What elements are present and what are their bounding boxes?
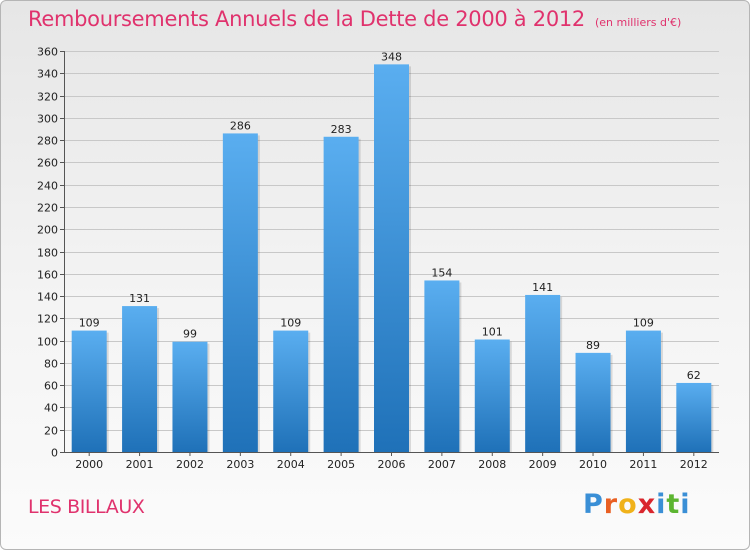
x-tick-label-2011: 2011 [629, 458, 657, 471]
bar-2000 [71, 330, 107, 452]
y-tick-label: 220 [37, 202, 58, 215]
logo-letter: i [680, 489, 691, 520]
value-label-2010: 89 [586, 339, 600, 352]
value-label-2000: 109 [79, 317, 100, 330]
logo-letter: i [656, 489, 667, 520]
value-label-2008: 101 [482, 325, 503, 338]
x-tick-label-2008: 2008 [478, 458, 506, 471]
x-tick-label-2005: 2005 [327, 458, 355, 471]
value-label-2012: 62 [687, 369, 701, 382]
chart-subtitle: (en milliers d'€) [595, 16, 682, 29]
value-label-2007: 154 [431, 266, 452, 279]
y-tick-label: 340 [37, 68, 58, 81]
x-tick-label-2012: 2012 [680, 458, 708, 471]
value-label-2001: 131 [129, 292, 150, 305]
y-tick-label: 200 [37, 224, 58, 237]
bar-2006 [374, 64, 409, 452]
bar-2008 [474, 339, 510, 452]
bar-2007 [424, 280, 460, 452]
y-tick-label: 240 [37, 180, 58, 193]
x-tick-label-2006: 2006 [378, 458, 406, 471]
y-tick-label: 360 [37, 46, 58, 59]
y-tick-label: 20 [44, 425, 58, 438]
y-tick-label: 80 [44, 358, 58, 371]
x-tick-label-2009: 2009 [529, 458, 557, 471]
bar-2010 [575, 352, 611, 452]
logo-letter: t [666, 489, 681, 520]
proxiti-logo: Proxiti [583, 489, 691, 520]
bar-2012 [676, 382, 712, 452]
chart-title: Remboursements Annuels de la Dette de 20… [28, 7, 585, 31]
logo-letter: x [637, 489, 657, 520]
x-tick-label-2002: 2002 [176, 458, 204, 471]
logo-letter: o [618, 489, 638, 520]
x-tick-label-2003: 2003 [226, 458, 254, 471]
logo-letter: P [583, 489, 604, 520]
y-tick-label: 300 [37, 113, 58, 126]
y-tick-label: 160 [37, 269, 58, 282]
value-label-2011: 109 [633, 317, 654, 330]
bar-2005 [323, 136, 359, 452]
y-tick-label: 100 [37, 336, 58, 349]
x-tick-label-2000: 2000 [75, 458, 103, 471]
y-tick-label: 260 [37, 157, 58, 170]
y-tick-label: 120 [37, 313, 58, 326]
value-label-2002: 99 [183, 328, 197, 341]
value-label-2006: 348 [381, 50, 402, 63]
value-label-2004: 109 [280, 317, 301, 330]
bar-2002 [172, 341, 208, 452]
bar-2009 [525, 294, 561, 452]
title-line: Remboursements Annuels de la Dette de 20… [28, 7, 681, 31]
logo-letter: r [603, 489, 619, 520]
y-tick-label: 60 [44, 380, 58, 393]
bar-2003 [222, 133, 258, 452]
bar-2011 [625, 330, 661, 452]
value-label-2005: 283 [331, 123, 352, 136]
y-tick-label: 320 [37, 91, 58, 104]
y-tick-label: 0 [51, 447, 58, 460]
bar-2004 [273, 330, 309, 452]
y-tick-label: 280 [37, 135, 58, 148]
place-name: LES BILLAUX [28, 496, 145, 518]
bar-2001 [122, 306, 158, 452]
y-tick-label: 140 [37, 291, 58, 304]
x-tick-label-2001: 2001 [126, 458, 154, 471]
x-tick-label-2004: 2004 [277, 458, 305, 471]
value-label-2003: 286 [230, 119, 251, 132]
value-label-2009: 141 [532, 281, 553, 294]
y-tick-label: 40 [44, 402, 58, 415]
y-tick-label: 180 [37, 247, 58, 260]
x-tick-label-2007: 2007 [428, 458, 456, 471]
x-tick-label-2010: 2010 [579, 458, 607, 471]
